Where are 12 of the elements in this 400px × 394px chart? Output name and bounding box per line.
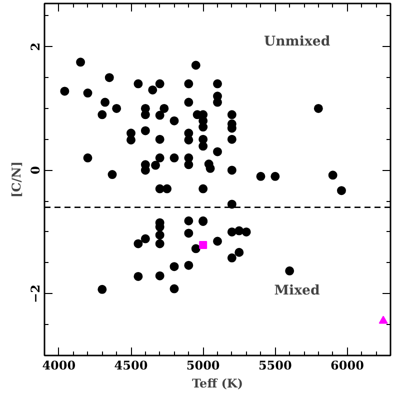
x-tick-label: 5000	[186, 358, 220, 372]
annotation: Unmixed	[264, 34, 330, 50]
y-axis-title: [C/N]	[10, 161, 24, 198]
y-tick-label: 0	[28, 166, 42, 174]
x-axis-title: Teff (K)	[192, 376, 243, 390]
x-tick-label: 4500	[114, 358, 148, 372]
x-tick-label: 5500	[258, 358, 292, 372]
annotation: Mixed	[274, 282, 320, 298]
x-tick-label: 4000	[42, 358, 76, 372]
x-tick-label: 6000	[330, 358, 364, 372]
y-tick-label: 2	[28, 42, 42, 51]
y-tick-label: −2	[28, 284, 42, 303]
